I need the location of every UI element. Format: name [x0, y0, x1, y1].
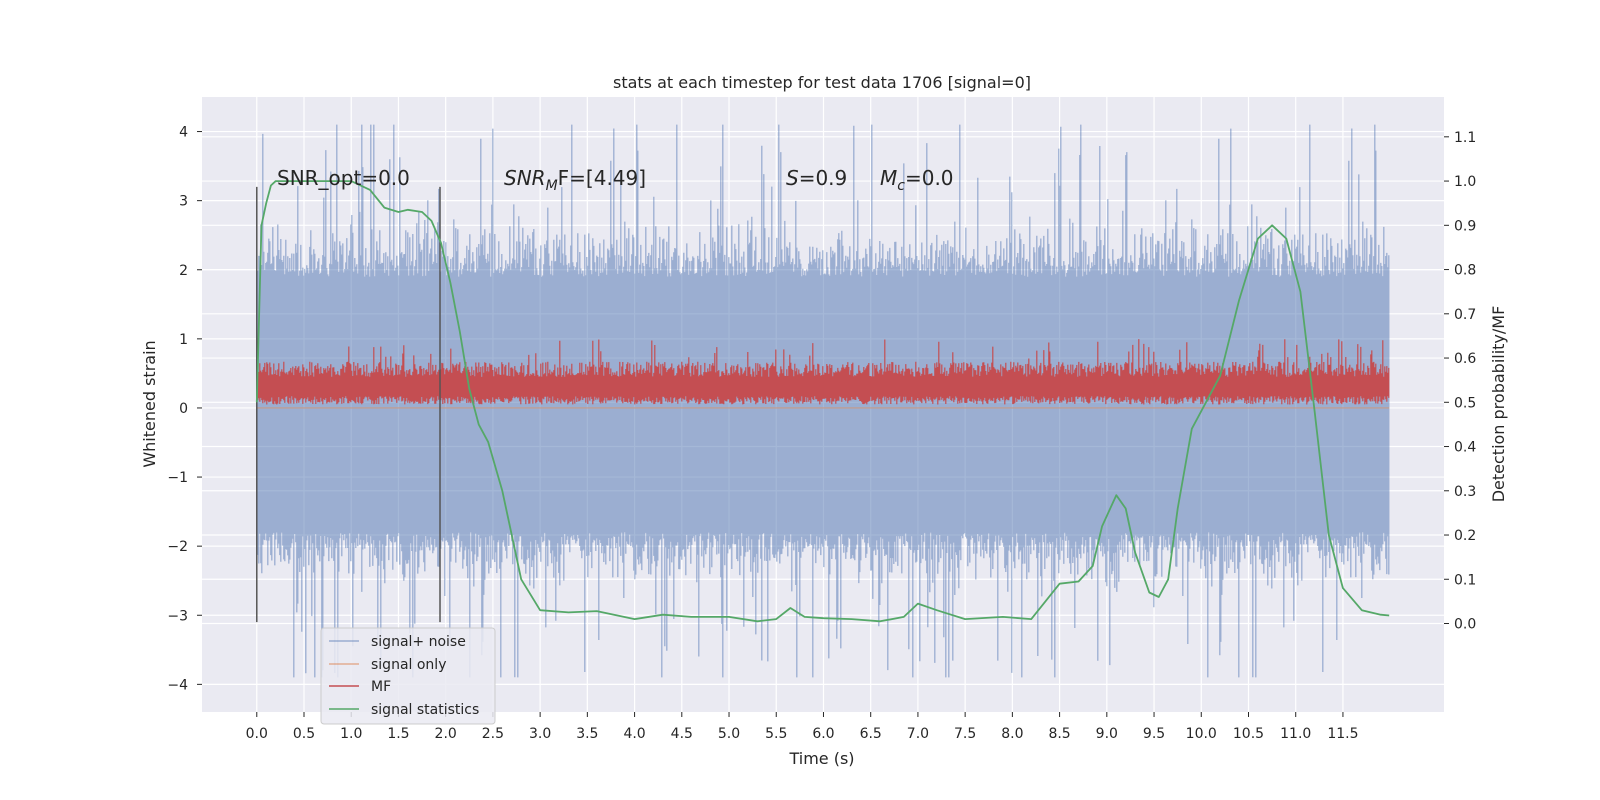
- x-tick-label: 10.0: [1186, 726, 1217, 742]
- x-tick-label: 3.0: [529, 726, 551, 742]
- y-right-tick-label: 0.8: [1454, 263, 1476, 279]
- y-right-tick-label: 1.0: [1454, 174, 1476, 190]
- legend-label-signal-noise: signal+ noise: [371, 634, 466, 650]
- y-axis-right-label: Detection probability/MF: [1489, 306, 1508, 503]
- y-right-tick-label: 0.1: [1454, 572, 1476, 588]
- y-right-tick-label: 1.1: [1454, 130, 1476, 146]
- x-tick-label: 1.5: [387, 726, 409, 742]
- x-tick-label: 9.0: [1096, 726, 1118, 742]
- annotation-s-value: =0.9: [799, 166, 848, 190]
- x-tick-label: 9.5: [1143, 726, 1165, 742]
- y-left-tick-label: 4: [179, 125, 188, 141]
- x-tick-label: 7.5: [954, 726, 976, 742]
- y-left-tick-label: 1: [179, 332, 188, 348]
- x-tick-label: 6.0: [812, 726, 834, 742]
- y-right-tick-label: 0.6: [1454, 351, 1476, 367]
- y-left-tick-label: 0: [179, 401, 188, 417]
- x-tick-label: 7.0: [907, 726, 929, 742]
- annotation-snr-mf-value: F=[4.49]: [558, 166, 646, 190]
- y-right-tick-label: 0.3: [1454, 484, 1476, 500]
- y-left-tick-label: 3: [179, 194, 188, 210]
- annotation-mc-label: M: [880, 166, 897, 190]
- x-tick-label: 10.5: [1233, 726, 1264, 742]
- y-left-tick-label: −2: [167, 539, 188, 555]
- x-tick-label: 4.0: [623, 726, 645, 742]
- x-tick-label: 1.0: [340, 726, 362, 742]
- y-right-tick-label: 0.5: [1454, 395, 1476, 411]
- vertical-markers: [256, 186, 441, 623]
- x-tick-label: 8.0: [1001, 726, 1023, 742]
- x-tick-label: 5.0: [718, 726, 740, 742]
- annotation-snr-mf-sub: M: [546, 178, 558, 194]
- x-tick-label: 4.5: [671, 726, 693, 742]
- x-axis-label: Time (s): [788, 749, 854, 768]
- y-left-tick-label: −4: [167, 677, 188, 693]
- x-tick-label: 8.5: [1048, 726, 1070, 742]
- signal-statistics-series: [255, 180, 1390, 623]
- y-axis-right-ticks: 1.1 1.0 0.9 0.8 0.7 0.6 0.5 0.4 0.3 0.2 0.1 0.0: [1444, 130, 1476, 633]
- y-axis-left-ticks: 4 3 2 1 0 −1 −2 −3 −4: [167, 125, 202, 693]
- y-axis-left-label: Whitened strain: [140, 340, 159, 467]
- x-tick-label: 11.5: [1327, 726, 1358, 742]
- legend-label-mf: MF: [371, 679, 391, 695]
- y-right-tick-label: 0.9: [1454, 218, 1476, 234]
- annotation-mc-value: =0.0: [905, 166, 954, 190]
- annotation-mc-sub: c: [897, 178, 905, 194]
- y-right-tick-label: 0.4: [1454, 440, 1476, 456]
- annotation-s: S=0.9: [786, 166, 847, 190]
- x-tick-label: 0.0: [246, 726, 268, 742]
- y-right-tick-label: 0.0: [1454, 617, 1476, 633]
- y-right-tick-label: 0.2: [1454, 528, 1476, 544]
- x-tick-label: 5.5: [765, 726, 787, 742]
- y-left-tick-label: 2: [179, 263, 188, 279]
- annotation-mc: Mc=0.0: [880, 166, 954, 194]
- annotation-snr-opt: SNR_opt=0.0: [277, 166, 410, 190]
- y-right-tick-label: 0.7: [1454, 307, 1476, 323]
- legend-label-signal-only: signal only: [371, 657, 446, 673]
- legend-box: [320, 627, 496, 725]
- y-left-tick-label: −1: [167, 470, 188, 486]
- signal-statistics-line: [255, 180, 1390, 623]
- annotation-snr-mf: SNRMF=[4.49]: [504, 166, 646, 194]
- x-tick-label: 2.5: [482, 726, 504, 742]
- chart-title: stats at each timestep for test data 170…: [613, 73, 1031, 92]
- y-left-tick-label: −3: [167, 608, 188, 624]
- x-tick-label: 0.5: [293, 726, 315, 742]
- legend-label-signal-statistics: signal statistics: [371, 702, 479, 718]
- annotation-snr-mf-label: SNR: [504, 166, 546, 190]
- annotation-s-label: S: [786, 166, 799, 190]
- x-tick-label: 3.5: [576, 726, 598, 742]
- x-tick-label: 2.0: [435, 726, 457, 742]
- x-tick-label: 11.0: [1280, 726, 1311, 742]
- legend: signal+ noise signal only MF signal stat…: [320, 627, 496, 725]
- x-tick-label: 6.5: [860, 726, 882, 742]
- x-axis-ticks: 0.0 0.5 1.0 1.5 2.0 2.5 3.0 3.5 4.0 4.5 5.0 5.5 6.0 6…: [246, 712, 1359, 742]
